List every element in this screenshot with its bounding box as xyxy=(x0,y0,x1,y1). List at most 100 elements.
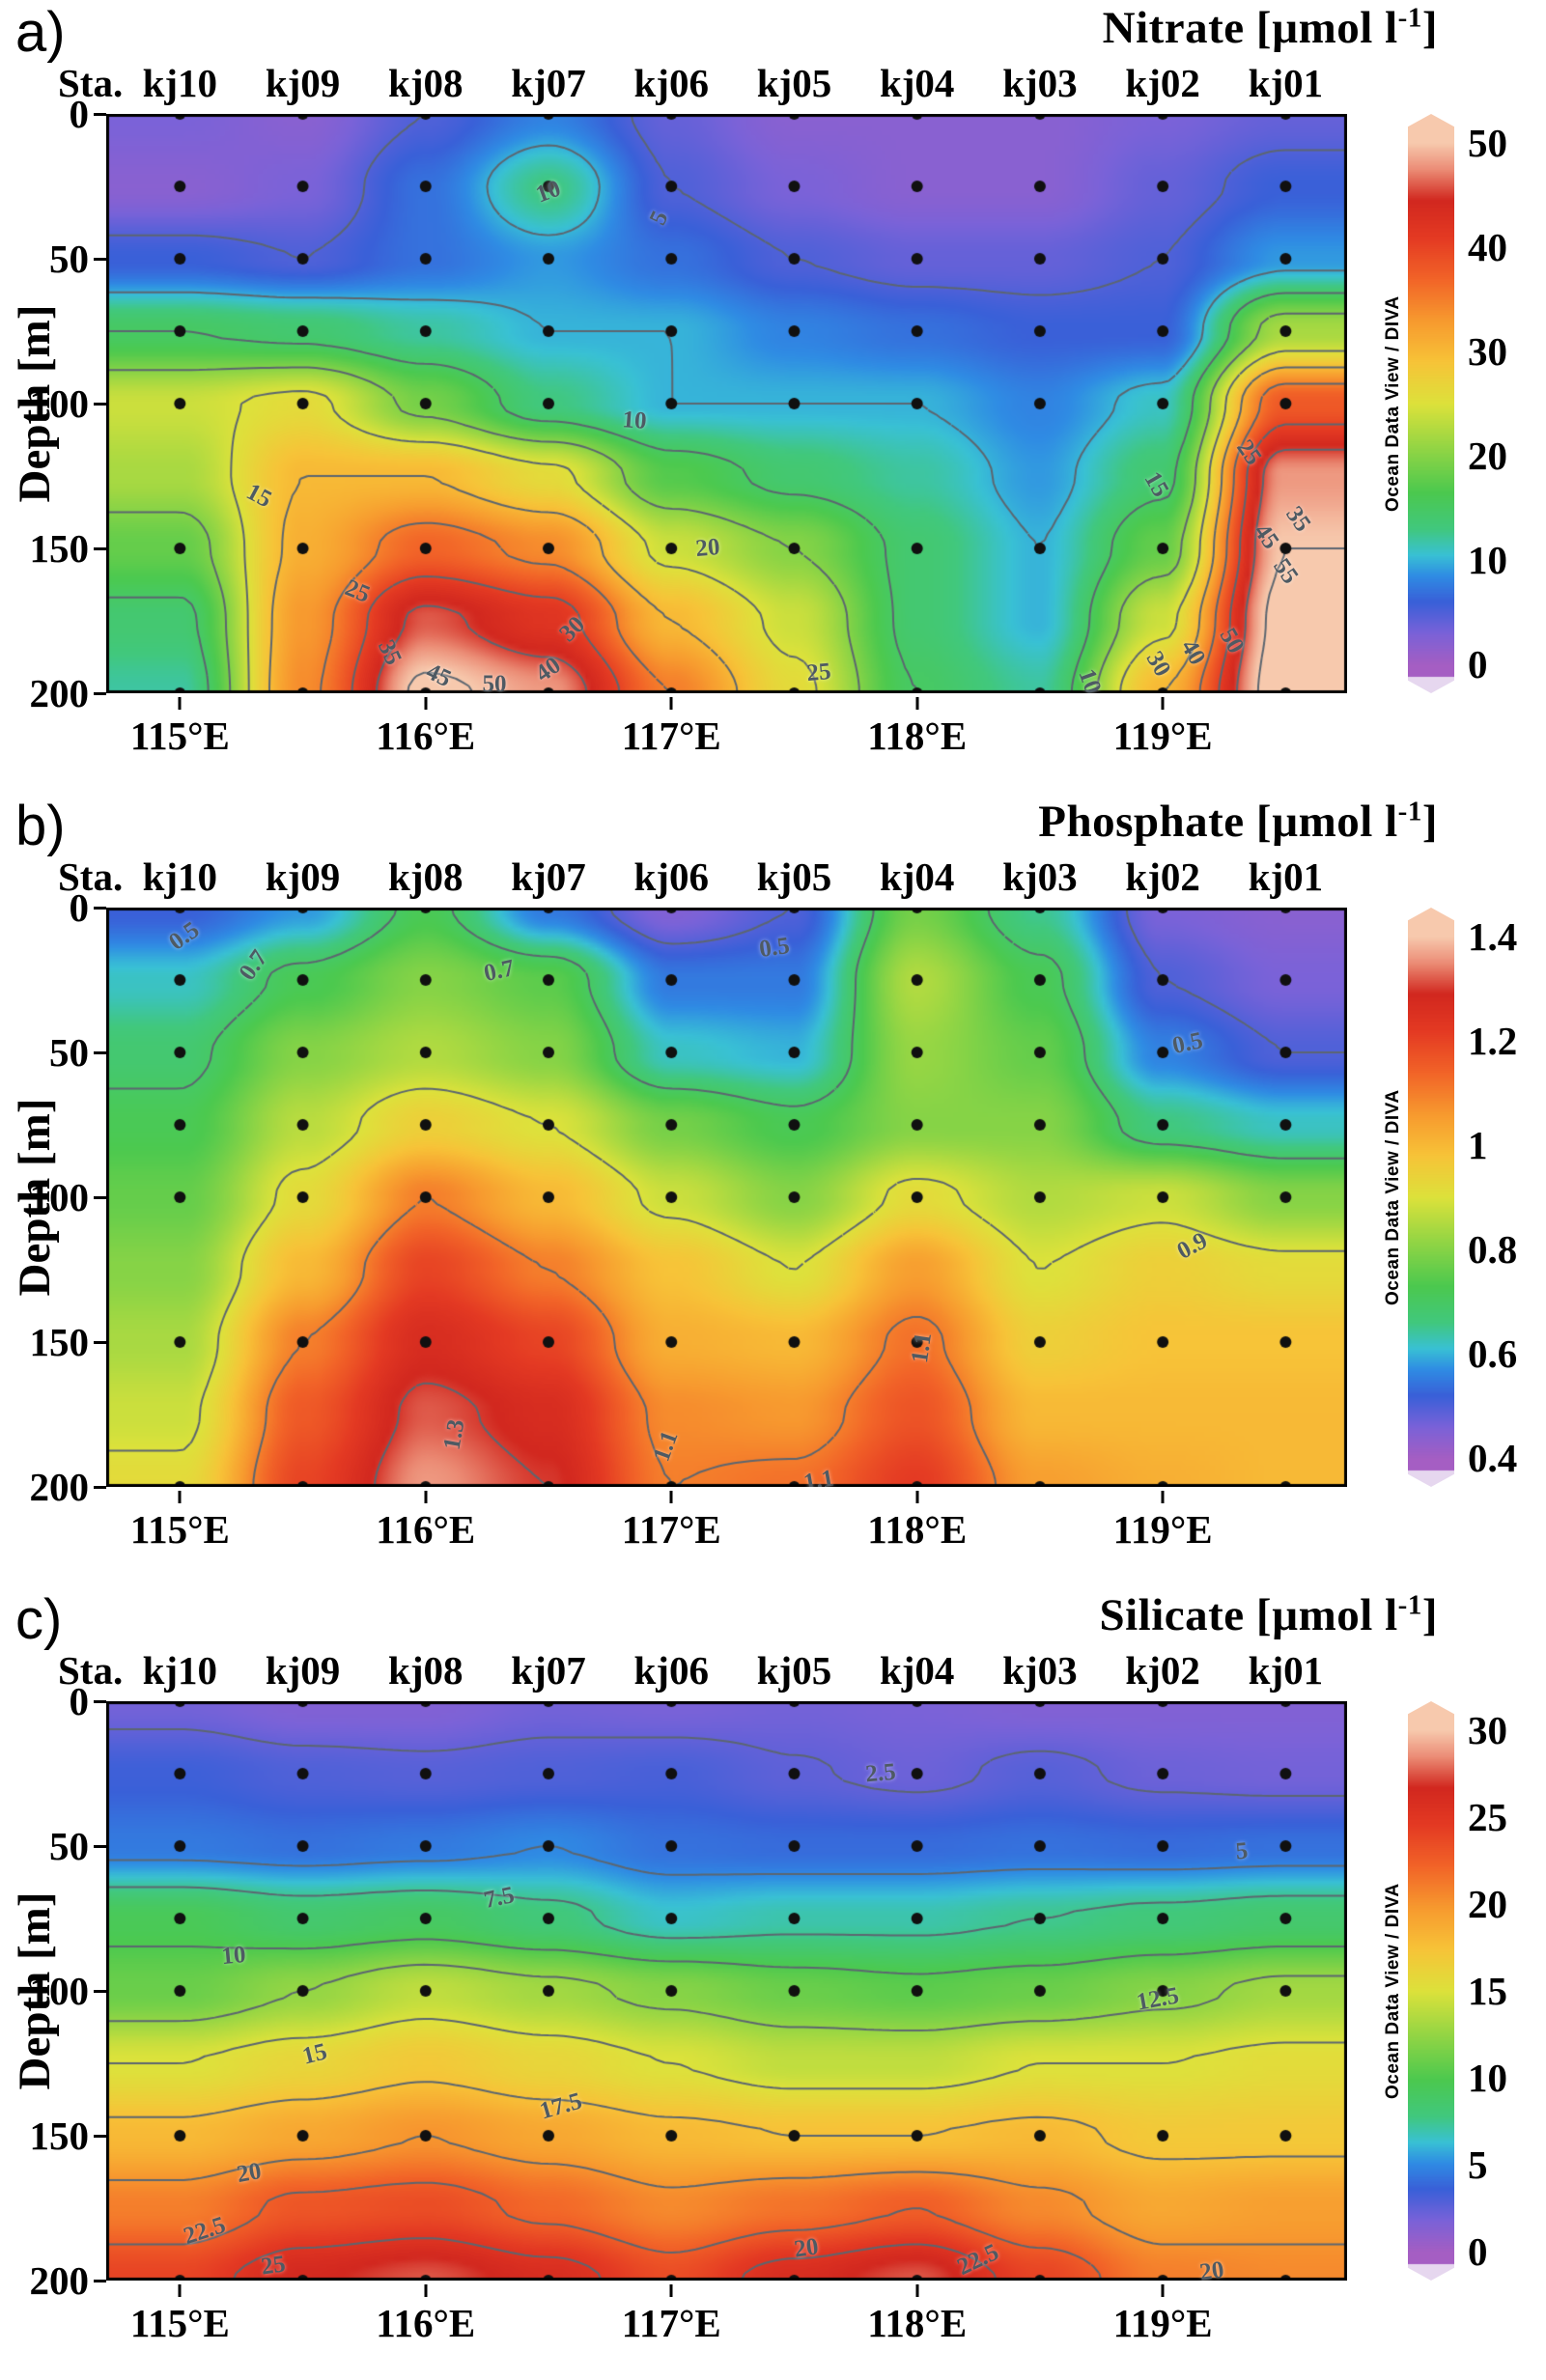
colorbar-tick-label: 10 xyxy=(1468,538,1507,582)
contour-value-label: 1.3 xyxy=(438,1417,470,1452)
colorbar-tick-label: 20 xyxy=(1468,1882,1507,1926)
station-row: Sta. kj10 kj09 kj08 kj07 kj06 kj05 kj04 kj03 kj0… xyxy=(0,1647,1546,1695)
y-tick-mark xyxy=(94,2279,106,2282)
x-tick-mark xyxy=(915,2284,919,2297)
contour-value-label: 10 xyxy=(220,1941,247,1971)
station-label: kj02 xyxy=(1125,1648,1200,1693)
contour-value-label: 15 xyxy=(299,2038,330,2070)
contour-value-label: 45 xyxy=(421,658,455,693)
station-label: kj06 xyxy=(633,1648,709,1693)
contour-value-label: 25 xyxy=(341,574,374,608)
y-tick-label: 150 xyxy=(29,526,90,571)
contour-value-label: 0.5 xyxy=(757,932,792,964)
x-tick-mark xyxy=(669,2284,673,2297)
nitrate-section-plot: 10 5 15 25 10 20 30 35 45 50 40 25 10 15 25 35 45 55 30 40 5… xyxy=(106,114,1347,693)
y-tick-label: 0 xyxy=(69,92,90,136)
colorbar-credit: Ocean Data View / DIVA xyxy=(1383,295,1403,512)
contour-value-label: 0.7 xyxy=(481,955,518,987)
x-tick-label: 119°E xyxy=(1112,714,1213,758)
stations-header: Sta. xyxy=(58,61,124,105)
contour-value-label: 20 xyxy=(234,2158,264,2188)
x-tick-label: 118°E xyxy=(867,714,968,758)
y-tick-label: 150 xyxy=(29,2114,90,2158)
station-label: kj07 xyxy=(511,61,586,105)
x-tick-mark xyxy=(669,1491,673,1503)
contour-value-label: 1.1 xyxy=(801,1465,836,1487)
y-tick-label: 100 xyxy=(29,381,90,426)
contour-value-label: 55 xyxy=(1268,553,1305,589)
phosphate-section-plot: 0.5 0.7 0.7 0.5 0.5 0.9 1.1 1.3 1.1 1.1 xyxy=(106,908,1347,1487)
colorbar-tick-label: 0.6 xyxy=(1468,1331,1518,1376)
colorbar-tick-label: 50 xyxy=(1468,121,1507,165)
y-tick-label: 0 xyxy=(69,885,90,930)
station-label: kj04 xyxy=(879,1648,955,1693)
colorbar-gradient xyxy=(1408,1701,1454,2281)
phosphate-colorbar: Ocean Data View / DIVA 1.4 1.2 1 0.8 0.6 0.4 xyxy=(1379,908,1546,1487)
station-label: kj01 xyxy=(1248,854,1324,899)
y-tick-mark xyxy=(94,1989,106,1993)
colorbar-tick-label: 0.4 xyxy=(1468,1436,1518,1480)
colorbar-tick-label: 0.8 xyxy=(1468,1227,1518,1272)
x-tick-label: 119°E xyxy=(1112,1507,1213,1552)
panel-title-suffix: ] xyxy=(1421,3,1438,53)
station-label: kj06 xyxy=(633,854,709,899)
station-label: kj01 xyxy=(1248,61,1324,105)
x-tick-mark xyxy=(1161,2284,1165,2297)
colorbar-gradient-canvas xyxy=(1408,908,1454,1487)
contour-value-label: 50 xyxy=(482,671,507,693)
x-tick-mark xyxy=(915,1491,919,1503)
station-label: kj09 xyxy=(265,1648,341,1693)
station-label: kj06 xyxy=(633,61,709,105)
colorbar-tick-label: 1.4 xyxy=(1468,914,1518,959)
nitrate-colorbar: Ocean Data View / DIVA 50 40 30 20 10 0 xyxy=(1379,114,1546,693)
contour-value-label: 5 xyxy=(1234,1837,1249,1865)
station-label: kj02 xyxy=(1125,854,1200,899)
x-tick-mark xyxy=(178,2284,182,2297)
x-tick-mark xyxy=(424,697,428,710)
station-label: kj10 xyxy=(142,61,218,105)
station-label: kj01 xyxy=(1248,1648,1324,1693)
colorbar-tick-label: 5 xyxy=(1468,2142,1488,2187)
stations-header: Sta. xyxy=(58,854,124,899)
colorbar-tick-label: 30 xyxy=(1468,1708,1507,1752)
station-label: kj08 xyxy=(388,854,464,899)
colorbar-tick-label: 40 xyxy=(1468,225,1507,269)
colorbar-credit: Ocean Data View / DIVA xyxy=(1383,1883,1403,2099)
contour-value-label: 20 xyxy=(792,2233,821,2263)
x-tick-label: 115°E xyxy=(129,714,230,758)
panel-title-text: Nitrate [µmol l xyxy=(1102,3,1398,53)
x-tick-mark xyxy=(1161,697,1165,710)
x-tick-mark xyxy=(1161,1491,1165,1503)
contour-value-label: 50 xyxy=(1214,624,1250,658)
station-label: kj03 xyxy=(1002,1648,1078,1693)
contour-value-label: 25 xyxy=(1231,434,1267,470)
colorbar-tick-label: 1 xyxy=(1468,1123,1488,1167)
contour-value-label: 10 xyxy=(621,406,648,434)
y-tick-mark xyxy=(94,691,106,695)
colorbar-tick-label: 0 xyxy=(1468,2229,1488,2274)
station-label: kj05 xyxy=(756,854,832,899)
x-tick-label: 116°E xyxy=(376,2301,476,2345)
y-tick-mark xyxy=(94,1699,106,1703)
contour-value-label: 17.5 xyxy=(536,2087,585,2125)
contour-value-label: 20 xyxy=(1197,2256,1226,2281)
station-row: Sta. kj10 kj09 kj08 kj07 kj06 kj05 kj04 kj03 kj0… xyxy=(0,60,1546,108)
contour-value-label: 15 xyxy=(241,478,276,514)
y-tick-mark xyxy=(94,112,106,116)
x-tick-mark xyxy=(669,697,673,710)
colorbar-gradient xyxy=(1408,114,1454,693)
y-tick-mark xyxy=(94,2134,106,2138)
contour-value-label: 45 xyxy=(1249,518,1284,554)
station-label: kj03 xyxy=(1002,61,1078,105)
station-label: kj03 xyxy=(1002,854,1078,899)
x-tick-label: 116°E xyxy=(376,714,476,758)
y-tick-mark xyxy=(94,402,106,406)
contour-value-label: 1.1 xyxy=(906,1330,937,1365)
y-tick-label: 50 xyxy=(49,237,89,281)
station-label: kj08 xyxy=(388,1648,464,1693)
panel-title: Nitrate [µmol l-1] xyxy=(1103,2,1438,54)
contour-value-label: 0.5 xyxy=(1169,1027,1205,1059)
x-tick-mark xyxy=(178,697,182,710)
colorbar-tick-label: 10 xyxy=(1468,2056,1507,2100)
panel-title-exponent: -1 xyxy=(1397,2,1422,34)
